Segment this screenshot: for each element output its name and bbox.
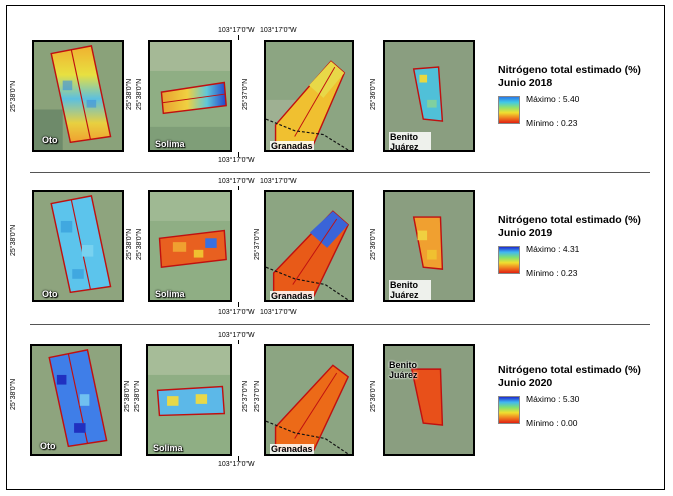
legend-color-ramp bbox=[498, 96, 520, 124]
lat-label: 25°36'0"N bbox=[370, 380, 377, 412]
farm-label-oto: Oto bbox=[42, 289, 58, 299]
map-granadas-2020: Granadas bbox=[264, 344, 354, 456]
lon-label: 103°17'0"W bbox=[260, 309, 297, 316]
tick bbox=[238, 302, 239, 307]
lon-label: 103°17'0"W bbox=[218, 178, 255, 185]
farm-label-solima: Solima bbox=[153, 443, 183, 453]
farm-label-oto: Oto bbox=[42, 135, 58, 145]
farm-label-solima: Solima bbox=[155, 289, 185, 299]
lat-label: 25°38'0"N bbox=[10, 378, 17, 410]
lon-label: 103°17'0"W bbox=[260, 27, 297, 34]
tick bbox=[238, 456, 239, 461]
legend-color-ramp bbox=[498, 396, 520, 424]
farm-label-granadas: Granadas bbox=[270, 141, 314, 151]
legend-year: Junio 2020 bbox=[498, 377, 553, 389]
lat-label: 25°38'0"N bbox=[126, 78, 133, 110]
farm-label-solima: Solima bbox=[155, 139, 185, 149]
lat-label: 25°37'0"N bbox=[242, 78, 249, 110]
map-oto-2019: Oto bbox=[32, 190, 124, 302]
lon-label: 103°17'0"W bbox=[260, 178, 297, 185]
lat-label: 25°38'0"N bbox=[136, 228, 143, 260]
legend-max: Máximo : 4.31 bbox=[526, 244, 580, 254]
map-oto-2020: Oto bbox=[30, 344, 122, 456]
tick bbox=[238, 152, 239, 157]
lat-label: 25°38'0"N bbox=[134, 380, 141, 412]
lat-label: 25°37'0"N bbox=[254, 380, 261, 412]
map-granadas-2018: Granadas bbox=[264, 40, 354, 152]
legend-year: Junio 2019 bbox=[498, 227, 553, 239]
lon-label: 103°17'0"W bbox=[218, 157, 255, 164]
legend-min: Mínimo : 0.23 bbox=[526, 268, 578, 278]
lon-label: 103°17'0"W bbox=[218, 461, 255, 468]
map-benito-2020: Benito Juárez bbox=[383, 344, 475, 456]
map-granadas-2019: Granadas bbox=[264, 190, 354, 302]
farm-label-benito: Benito Juárez bbox=[389, 360, 418, 380]
legend-max: Máximo : 5.30 bbox=[526, 394, 580, 404]
tick bbox=[238, 340, 239, 344]
map-benito-2018: Benito Juárez bbox=[383, 40, 475, 152]
figure-frame bbox=[6, 5, 665, 490]
legend-max: Máximo : 5.40 bbox=[526, 94, 580, 104]
farm-label-oto: Oto bbox=[40, 441, 56, 451]
map-solima-2020: Solima bbox=[146, 344, 232, 456]
legend-title: Nitrógeno total estimado (%) bbox=[498, 64, 641, 76]
lat-label: 25°38'0"N bbox=[126, 228, 133, 260]
lat-label: 25°36'0"N bbox=[370, 78, 377, 110]
lat-label: 25°37'0"N bbox=[254, 228, 261, 260]
row-separator bbox=[30, 324, 650, 325]
lat-label: 25°38'0"N bbox=[136, 78, 143, 110]
legend-color-ramp bbox=[498, 246, 520, 274]
legend-year: Junio 2018 bbox=[498, 77, 553, 89]
legend-min: Mínimo : 0.23 bbox=[526, 118, 578, 128]
lon-label: 103°17'0"W bbox=[218, 332, 255, 339]
map-benito-2019: Benito Juárez bbox=[383, 190, 475, 302]
legend-min: Mínimo : 0.00 bbox=[526, 418, 578, 428]
lat-label: 25°37'0"N bbox=[242, 380, 249, 412]
farm-label-granadas: Granadas bbox=[270, 291, 314, 301]
farm-label-granadas: Granadas bbox=[270, 444, 314, 454]
lat-label: 25°38'0"N bbox=[10, 224, 17, 256]
map-solima-2019: Solima bbox=[148, 190, 232, 302]
tick bbox=[238, 35, 239, 40]
legend-title: Nitrógeno total estimado (%) bbox=[498, 214, 641, 226]
lat-label: 25°38'0"N bbox=[10, 80, 17, 112]
map-solima-2018: Solima bbox=[148, 40, 232, 152]
lon-label: 103°17'0"W bbox=[218, 309, 255, 316]
tick bbox=[238, 186, 239, 190]
row-separator bbox=[30, 172, 650, 173]
map-oto-2018: Oto bbox=[32, 40, 124, 152]
farm-label-benito: Benito Juárez bbox=[389, 280, 431, 300]
farm-label-benito: Benito Juárez bbox=[389, 132, 431, 150]
lon-label: 103°17'0"W bbox=[218, 27, 255, 34]
legend-title: Nitrógeno total estimado (%) bbox=[498, 364, 641, 376]
lat-label: 25°36'0"N bbox=[370, 228, 377, 260]
lat-label: 25°38'0"N bbox=[124, 380, 131, 412]
